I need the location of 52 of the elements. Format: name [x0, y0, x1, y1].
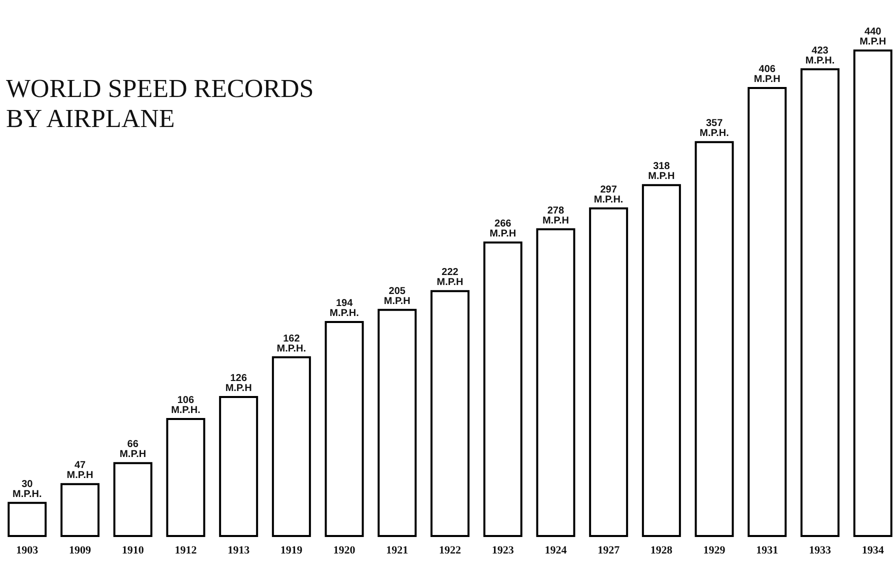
data-label: 106 M.P.H.: [171, 395, 201, 416]
x-tick-label: 1931: [756, 544, 778, 556]
x-tick-label: 1934: [862, 544, 884, 556]
bar: [589, 207, 628, 537]
x-tick-label: 1910: [122, 544, 144, 556]
data-label: 162 M.P.H.: [276, 333, 306, 354]
x-tick-label: 1933: [809, 544, 832, 556]
x-tick-label: 1924: [544, 544, 568, 556]
data-label: 266 M.P.H: [490, 218, 516, 240]
data-label: 278 M.P.H: [542, 205, 569, 226]
x-tick-label: 1927: [598, 544, 620, 556]
data-label: 406 M.P.H: [754, 64, 780, 86]
text: WORLD SPEED RECORDS BY AIRPLANE: [6, 74, 314, 133]
bar: [378, 308, 417, 537]
data-label: 126 M.P.H: [225, 372, 252, 394]
data-label: 297 M.P.H.: [594, 184, 624, 206]
data-label: 222 M.P.H: [436, 267, 464, 288]
x-tick-label: 1920: [333, 544, 356, 556]
data-label: 30 M.P.H.: [12, 478, 42, 500]
x-tick-label: 1912: [174, 544, 198, 556]
x-tick-label: 1921: [386, 544, 408, 556]
bar: [60, 483, 100, 537]
bar: [113, 462, 152, 537]
data-label: 318 M.P.H: [648, 161, 675, 182]
data-label: 66 M.P.H: [120, 439, 146, 460]
bar: [642, 184, 681, 537]
bar: [219, 396, 258, 537]
bar: [853, 50, 892, 537]
bar: [800, 68, 840, 537]
bar: [483, 242, 522, 537]
bar: [694, 141, 734, 537]
x-tick-label: 1923: [492, 544, 514, 556]
x-tick-label: 1922: [439, 544, 462, 556]
data-label: 47 M.P.H: [66, 460, 94, 482]
x-tick-label: 1929: [703, 544, 726, 556]
x-tick-label: 1919: [280, 544, 303, 556]
bar: [272, 356, 311, 537]
bar: [166, 418, 206, 537]
data-label: 423 M.P.H.: [805, 45, 835, 66]
x-tick-label: 1903: [16, 544, 39, 556]
x-tick-label: 1913: [228, 544, 250, 556]
bar: [748, 87, 787, 537]
bar: [430, 290, 470, 537]
data-label: 205 M.P.H: [384, 286, 410, 307]
bar: [8, 502, 47, 537]
x-tick-label: 1928: [650, 544, 673, 556]
bar: [536, 228, 576, 537]
data-label: 357 M.P.H.: [700, 118, 730, 140]
x-tick-label: 1909: [69, 544, 92, 556]
data-label: 194 M.P.H.: [330, 298, 360, 319]
data-label: 440 M.P.H: [860, 26, 886, 48]
bar: [324, 320, 364, 537]
